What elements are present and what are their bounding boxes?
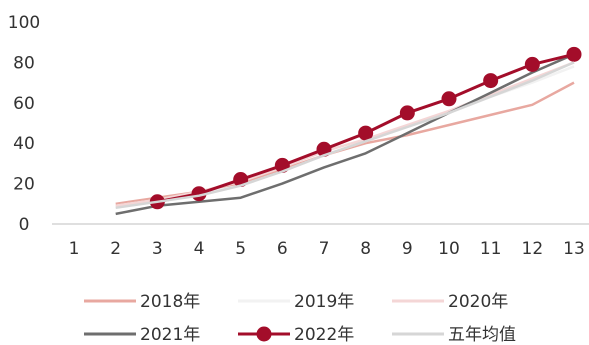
legend-label-1: 2018年 [140,292,200,312]
series-layer [115,46,582,216]
x-tick-label: 11 [480,239,502,259]
y-tick-label: 20 [13,175,35,195]
y-tick-label: 80 [13,53,35,73]
series-point-5 [358,125,374,141]
legend: 2018年 2019年 2020年 2021年 2022年 五年均值 [84,292,516,345]
y-tick-label: 100 [8,13,40,33]
legend-label-2: 2019年 [294,292,354,312]
x-tick-label: 4 [194,239,205,259]
x-tick-label: 9 [402,239,413,259]
legend-label-6: 五年均值 [448,325,516,345]
x-tick-label: 2 [110,239,121,259]
x-tick-label: 13 [563,239,585,259]
x-tick-label: 10 [438,239,460,259]
y-tick-label: 40 [13,134,35,154]
legend-label-3: 2020年 [448,292,508,312]
series-point-5 [524,56,540,72]
x-tick-label: 6 [277,239,288,259]
series-line-4 [115,53,575,216]
y-tick-label: 60 [13,94,35,114]
legend-label-5: 2022年 [294,325,354,345]
x-tick-label: 3 [152,239,163,259]
series-point-5 [483,73,499,89]
series-line-1 [115,81,575,206]
series-line-3 [115,61,575,208]
series-point-5 [441,91,457,107]
x-tick-label: 1 [69,239,80,259]
series-line-2 [115,65,575,208]
x-tick-label: 7 [319,239,330,259]
legend-label-4: 2021年 [140,325,200,345]
x-tick-label: 8 [360,239,371,259]
series-line-6 [115,61,575,210]
legend-marker-5 [256,326,272,342]
series-point-5 [566,46,582,62]
y-tick-label: 0 [19,215,30,235]
series-point-5 [399,105,415,121]
x-tick-label: 5 [235,239,246,259]
x-tick-label: 12 [522,239,544,259]
